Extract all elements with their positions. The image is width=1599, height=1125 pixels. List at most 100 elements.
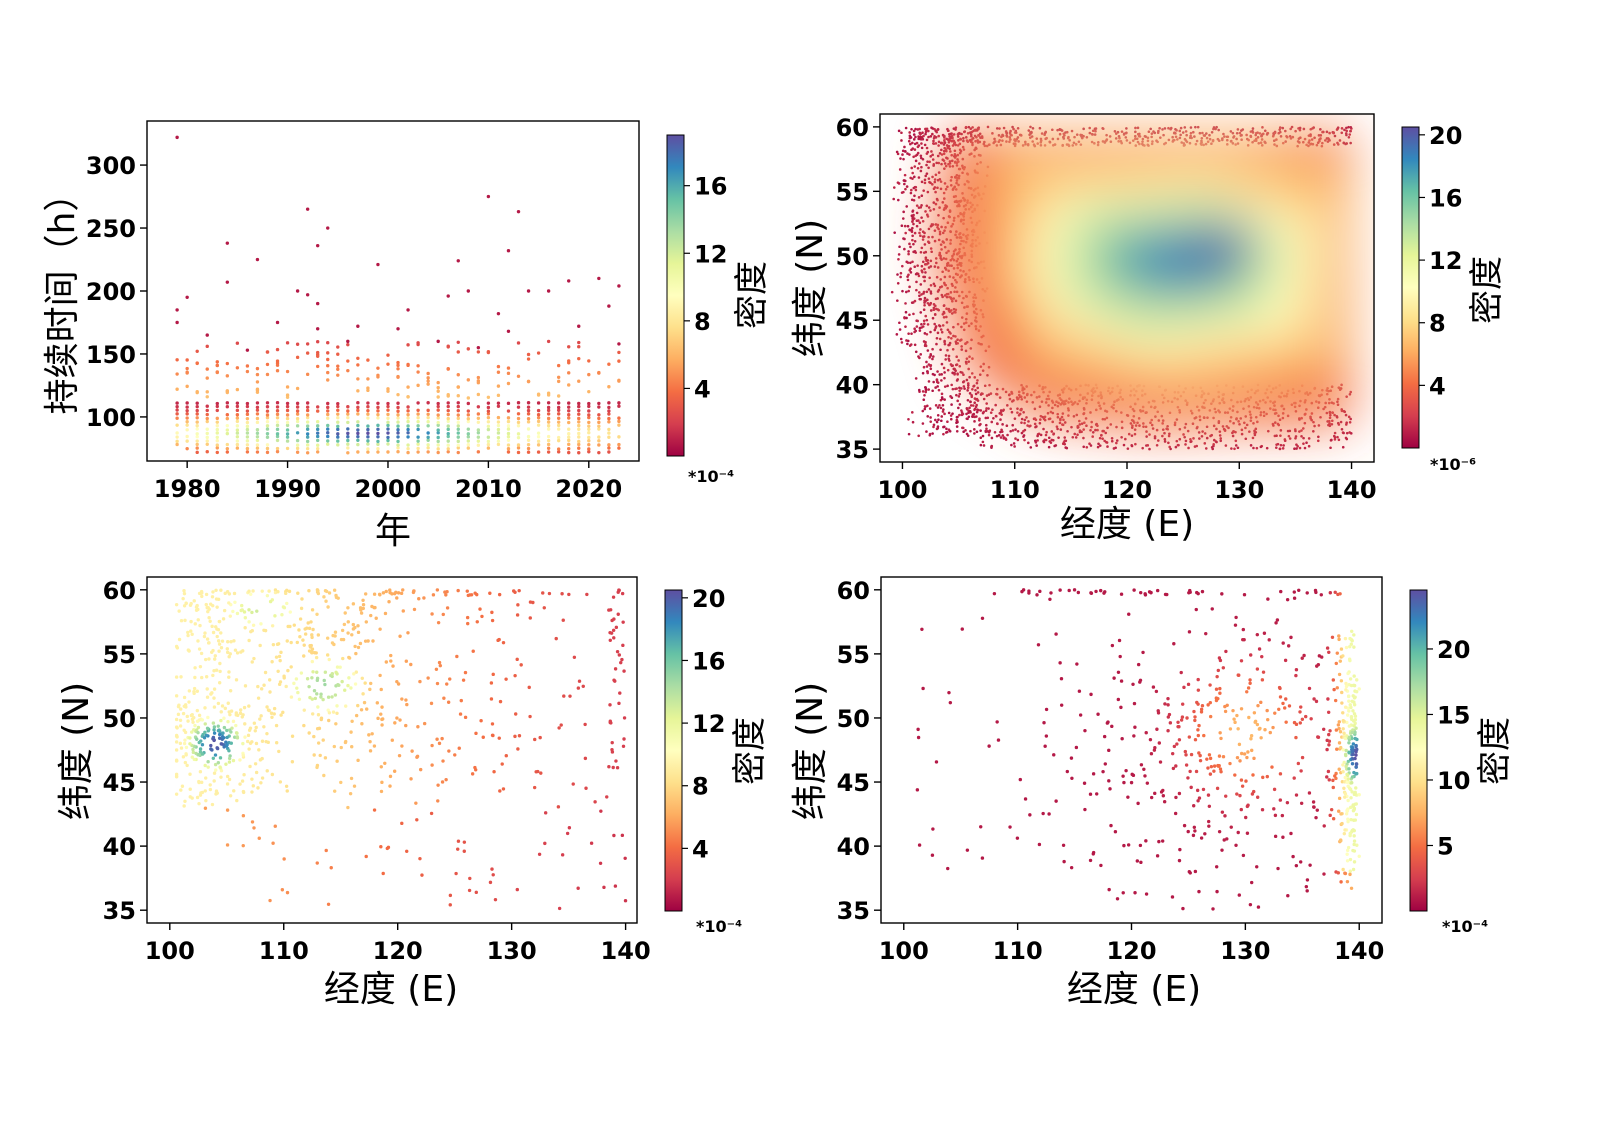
scatter-point (185, 401, 189, 405)
scatter-point (909, 267, 912, 271)
scatter-point (341, 637, 346, 642)
scatter-point (234, 678, 239, 682)
scatter-point (385, 846, 390, 851)
scatter-point (897, 253, 901, 256)
scatter-point (1355, 771, 1359, 776)
scatter-point (265, 769, 269, 773)
scatter-point (936, 413, 940, 417)
scatter-point (383, 761, 387, 766)
scatter-point (1016, 429, 1020, 433)
scatter-point (245, 364, 250, 368)
scatter-point (326, 341, 330, 345)
scatter-point (1224, 444, 1228, 447)
scatter-point (224, 762, 228, 766)
scatter-point (379, 845, 383, 849)
scatter-point (597, 439, 601, 443)
scatter-point (937, 418, 940, 422)
scatter-point (1163, 440, 1167, 443)
scatter-point (204, 776, 208, 780)
scatter-point (526, 412, 531, 416)
scatter-point (577, 401, 581, 406)
scatter-point (1036, 439, 1039, 442)
scatter-point (262, 725, 266, 729)
scatter-point (1199, 836, 1204, 840)
scatter-point (556, 394, 561, 398)
scatter-point (1353, 714, 1358, 718)
scatter-point (192, 757, 197, 762)
scatter-point (1065, 130, 1069, 134)
x-tick-label: 110 (990, 476, 1040, 504)
scatter-point (938, 177, 942, 181)
scatter-point (225, 405, 230, 409)
scatter-point (466, 409, 471, 413)
scatter-point (985, 407, 988, 410)
scatter-point (285, 341, 290, 345)
scatter-point (478, 607, 482, 611)
scatter-point (182, 695, 187, 700)
scatter-point (955, 393, 958, 397)
scatter-point (918, 231, 921, 235)
scatter-point (900, 224, 904, 227)
scatter-point (608, 720, 612, 725)
scatter-point (907, 273, 910, 277)
scatter-point (1354, 762, 1359, 766)
scatter-point (336, 439, 340, 443)
scatter-point (617, 342, 621, 346)
scatter-point (898, 245, 901, 249)
scatter-point (260, 776, 265, 780)
scatter-point (906, 339, 910, 343)
scatter-point (273, 824, 277, 828)
scatter-point (225, 450, 230, 454)
scatter-point (462, 840, 467, 844)
scatter-point (1016, 126, 1020, 130)
scatter-point (1347, 751, 1351, 755)
scatter-point (1096, 712, 1100, 716)
scatter-point (935, 336, 939, 340)
scatter-point (1212, 438, 1216, 442)
scatter-point (528, 616, 532, 620)
scatter-point (501, 787, 506, 791)
scatter-point (185, 408, 189, 413)
scatter-point (205, 344, 209, 349)
scatter-point (899, 275, 902, 279)
scatter-point (255, 372, 260, 377)
scatter-point (275, 438, 280, 443)
scatter-point (1229, 130, 1233, 133)
scatter-point (1149, 752, 1154, 756)
scatter-point (1350, 748, 1355, 753)
scatter-point (556, 435, 561, 440)
scatter-point (1029, 446, 1033, 449)
scatter-point (352, 672, 356, 676)
scatter-point (1182, 685, 1186, 690)
scatter-point (1000, 428, 1003, 432)
scatter-point (1355, 843, 1359, 847)
scatter-point (255, 420, 260, 425)
scatter-point (1322, 824, 1326, 828)
scatter-point (607, 450, 611, 454)
scatter-point (915, 153, 919, 157)
scatter-point (937, 140, 941, 144)
scatter-point (576, 686, 581, 690)
scatter-point (253, 762, 258, 766)
scatter-point (516, 374, 521, 378)
scatter-point (446, 439, 450, 443)
scatter-point (1258, 726, 1262, 731)
scatter-point (956, 372, 959, 375)
scatter-point (981, 434, 985, 438)
scatter-point (935, 420, 939, 424)
scatter-point (212, 725, 217, 729)
scatter-point (366, 401, 370, 405)
scatter-point (1346, 845, 1351, 850)
scatter-point (1219, 437, 1223, 440)
scatter-point (1254, 427, 1258, 431)
scatter-point (299, 606, 304, 611)
scatter-point (1223, 428, 1227, 432)
scatter-point (1049, 441, 1053, 444)
scatter-point (466, 435, 471, 439)
scatter-point (336, 364, 340, 368)
scatter-point (1195, 788, 1200, 793)
scatter-point (504, 677, 508, 681)
scatter-point (257, 748, 261, 752)
scatter-point (1019, 408, 1022, 412)
scatter-point (232, 639, 236, 643)
